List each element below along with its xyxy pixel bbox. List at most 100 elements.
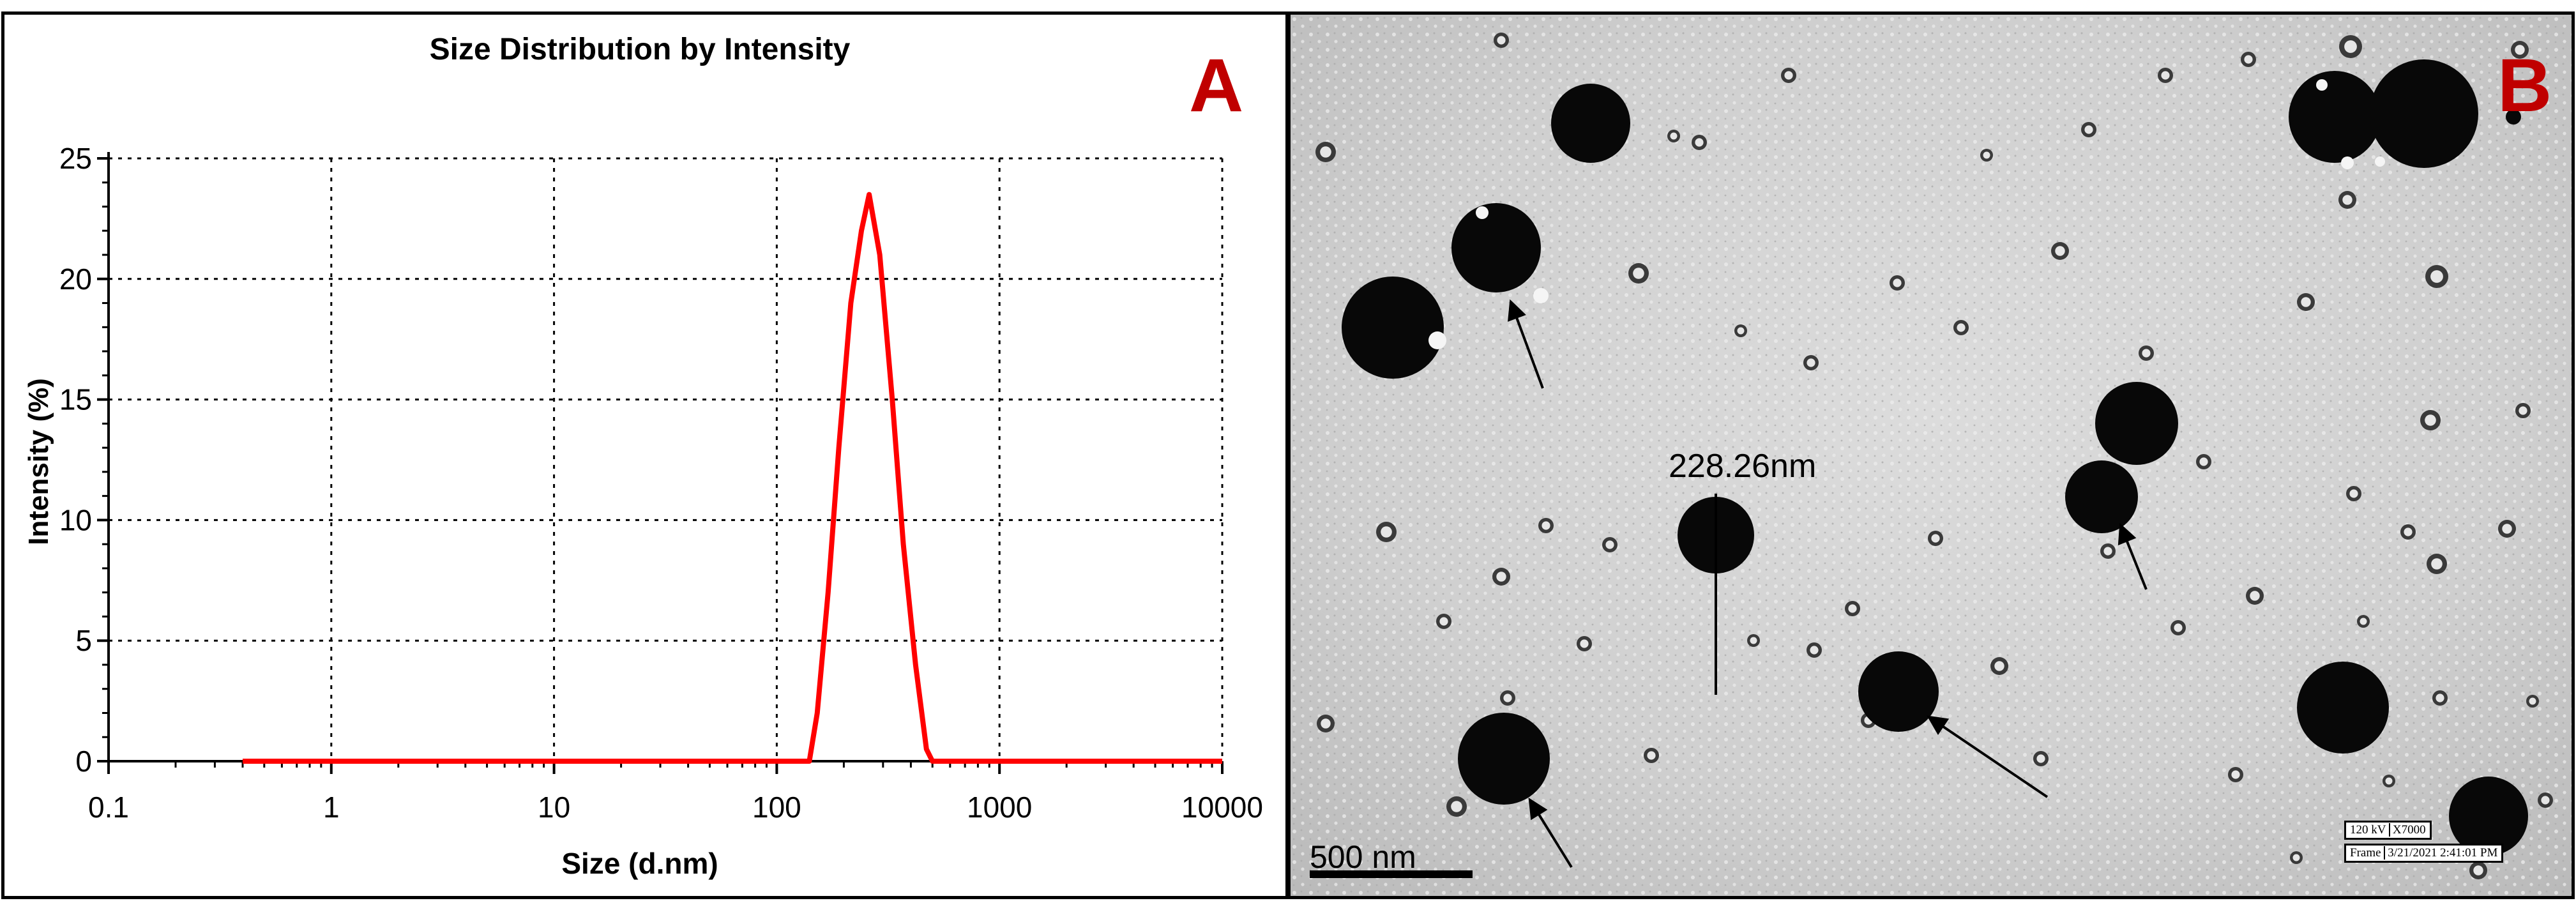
small-vesicle-core bbox=[2342, 195, 2352, 205]
small-vesicle-core bbox=[2055, 246, 2065, 256]
chart-title: Size Distribution by Intensity bbox=[430, 33, 851, 66]
panel-a: A Size Distribution by Intensity 0.1 1 10 1… bbox=[1, 11, 1289, 899]
small-vesicle-core bbox=[1810, 646, 1819, 655]
x-tick-label: 10000 bbox=[1181, 791, 1263, 824]
x-tick-label: 1000 bbox=[967, 791, 1032, 824]
nanoparticle bbox=[2506, 109, 2521, 125]
pointer-arrow-head bbox=[2118, 522, 2137, 545]
y-axis-label: Intensity (%) bbox=[23, 378, 54, 545]
axes-layer bbox=[107, 152, 1222, 762]
small-vesicle-core bbox=[1542, 521, 1550, 530]
ticks-layer: 0.1 1 10 100 1000 10000 0 5 10 15 20 25 bbox=[59, 142, 1263, 824]
particle-size-measurement: 228.26nm bbox=[1669, 448, 1817, 485]
y-tick-label: 25 bbox=[59, 142, 92, 175]
nanoparticle bbox=[1858, 651, 1939, 732]
small-vesicle-core bbox=[2142, 349, 2151, 358]
small-vesicle-core bbox=[2502, 524, 2512, 534]
panel-b-letter: B bbox=[2497, 43, 2552, 128]
small-vesicle-core bbox=[2529, 697, 2536, 705]
x-tick-label: 1 bbox=[323, 791, 340, 824]
small-vesicle-core bbox=[2360, 618, 2367, 625]
arrows bbox=[1508, 299, 2148, 868]
grid-layer bbox=[109, 157, 1224, 761]
nanoparticle bbox=[2449, 777, 2528, 856]
small-vesicle-core bbox=[2519, 406, 2527, 415]
nanoparticle bbox=[2297, 662, 2389, 754]
small-vesicle-core bbox=[1633, 268, 1644, 279]
small-vesicle-core bbox=[1750, 637, 1757, 644]
particle-highlight bbox=[1533, 288, 1549, 303]
small-vesicle-core bbox=[1605, 540, 1614, 549]
small-vesicle-core bbox=[2199, 457, 2208, 466]
small-vesicle-core bbox=[1321, 718, 1331, 729]
nanoparticle bbox=[1342, 277, 1444, 379]
small-vesicle-core bbox=[1983, 151, 1990, 159]
x-tick-label: 0.1 bbox=[88, 791, 129, 824]
small-vesicle-core bbox=[1647, 751, 1656, 760]
y-tick-label: 5 bbox=[75, 624, 92, 657]
small-vesicle-core bbox=[2473, 865, 2483, 876]
info-box-row-2: Frame 3/21/2021 2:41:01 PM bbox=[2344, 844, 2504, 863]
particle-highlight bbox=[1476, 206, 1489, 219]
y-tick-label: 20 bbox=[59, 262, 92, 296]
nanoparticle bbox=[2370, 59, 2478, 168]
small-vesicle-core bbox=[1381, 526, 1392, 538]
small-vesicle-core bbox=[1931, 534, 1940, 543]
panel-b-tem-micrograph: B 228.26nm 500 nm 120 kV X7000 Frame 3/2… bbox=[1287, 11, 2575, 899]
nanoparticle bbox=[1458, 713, 1550, 805]
small-vesicle-core bbox=[2436, 694, 2444, 702]
small-vesicle-core bbox=[2385, 777, 2393, 785]
small-vesicle-core bbox=[2292, 854, 2300, 861]
small-particles bbox=[1315, 33, 2553, 879]
y-tick-label: 0 bbox=[75, 745, 92, 778]
capture-date: 3/21/2021 bbox=[2384, 846, 2437, 860]
small-vesicle-core bbox=[2084, 125, 2093, 134]
voltage-value: 120 kV bbox=[2350, 823, 2386, 837]
pointer-arrow-shaft bbox=[1928, 716, 2049, 798]
particle-highlight bbox=[2341, 156, 2354, 169]
micrograph-image bbox=[1291, 15, 2572, 896]
small-vesicle-core bbox=[1497, 36, 1506, 45]
small-vesicle-core bbox=[1695, 138, 1704, 147]
small-vesicle-core bbox=[2515, 45, 2525, 55]
y-tick-label: 15 bbox=[59, 383, 92, 416]
particle-highlight bbox=[1428, 331, 1446, 349]
x-tick-label: 10 bbox=[538, 791, 570, 824]
small-vesicle-core bbox=[2349, 489, 2358, 498]
small-vesicle-core bbox=[2174, 623, 2183, 632]
small-vesicle-core bbox=[2344, 40, 2357, 53]
series-layer bbox=[243, 192, 1222, 764]
nanoparticle bbox=[2289, 71, 2381, 163]
small-vesicle-core bbox=[1848, 604, 1857, 613]
small-vesicle-core bbox=[2036, 754, 2045, 763]
intensity-series-line bbox=[243, 192, 1222, 764]
info-box-row-1: 120 kV X7000 bbox=[2344, 821, 2432, 840]
particle-highlight bbox=[2375, 156, 2385, 167]
small-vesicle-core bbox=[2425, 414, 2436, 426]
small-vesicle-core bbox=[1496, 572, 1506, 582]
panel-a-letter: A bbox=[1189, 43, 1244, 128]
small-vesicle-core bbox=[2301, 297, 2311, 307]
x-axis-label: Size (d.nm) bbox=[561, 847, 718, 880]
pointer-arrow-head bbox=[1528, 798, 1548, 821]
magnification-value: X7000 bbox=[2388, 823, 2426, 837]
size-distribution-chart: Size Distribution by Intensity 0.1 1 10 100… bbox=[23, 33, 1263, 880]
frame-label: Frame bbox=[2350, 846, 2381, 860]
nanoparticle bbox=[2065, 460, 2138, 533]
small-vesicle-core bbox=[2541, 796, 2550, 805]
x-tick-label: 100 bbox=[752, 791, 801, 824]
small-vesicle-core bbox=[2250, 591, 2260, 601]
nanoparticle bbox=[1551, 84, 1630, 163]
small-vesicle-core bbox=[1670, 132, 1678, 140]
small-vesicle-core bbox=[1893, 278, 1902, 287]
small-vesicle-core bbox=[1320, 146, 1331, 158]
scale-bar bbox=[1310, 870, 1473, 878]
pointer-arrow-head bbox=[1927, 715, 1950, 735]
small-vesicle-core bbox=[2161, 71, 2170, 80]
scale-bar-label: 500 nm bbox=[1310, 839, 1416, 875]
capture-time: 2:41:01 PM bbox=[2440, 846, 2498, 860]
small-vesicle-core bbox=[2404, 527, 2413, 536]
small-vesicle-core bbox=[2430, 270, 2443, 283]
small-vesicle-core bbox=[1503, 694, 1512, 702]
small-vesicle-core bbox=[1439, 617, 1448, 626]
